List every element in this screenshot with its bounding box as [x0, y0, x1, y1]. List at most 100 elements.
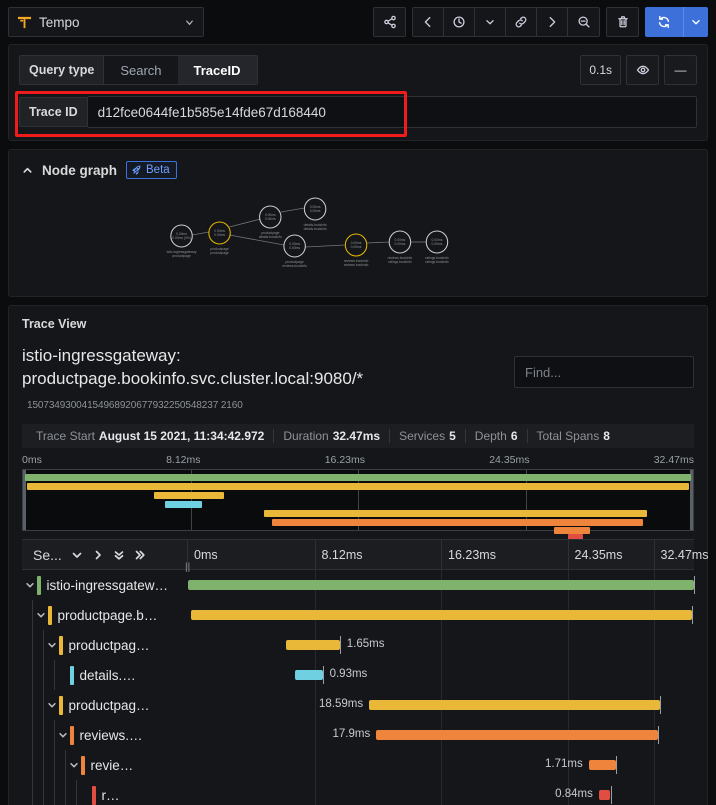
span-service-color-bar — [70, 665, 74, 685]
chevron-down-icon[interactable] — [44, 700, 59, 710]
span-gridline — [567, 630, 569, 661]
span-row[interactable]: istio-ingressgatew… — [22, 570, 695, 601]
time-forward-icon — [549, 16, 556, 28]
minimap-box[interactable] — [22, 469, 694, 542]
find-input[interactable] — [514, 356, 694, 388]
span-duration-bar[interactable] — [295, 670, 323, 681]
svg-text:details.bookinfo: details.bookinfo — [304, 223, 327, 227]
span-duration-label: 1.65ms — [346, 638, 385, 651]
double-chevron-down-icon[interactable] — [113, 549, 125, 561]
time-forward-button[interactable] — [537, 8, 568, 36]
minimap-gridline — [190, 470, 192, 531]
minimap-handle-left[interactable] — [23, 470, 26, 531]
span-gridline — [653, 630, 655, 661]
span-gridline — [314, 750, 316, 781]
span-duration-bar[interactable] — [598, 790, 611, 801]
svg-text:0.00ms: 0.00ms — [351, 245, 362, 249]
refresh-chevron-icon — [692, 19, 700, 25]
span-label-cell[interactable]: reviews.… — [22, 720, 188, 751]
span-bar-cell[interactable]: 0.84ms — [188, 780, 694, 805]
span-gridline — [567, 660, 569, 691]
span-label-cell[interactable]: r… — [22, 780, 188, 805]
span-label-cell[interactable]: istio-ingressgatew… — [22, 570, 188, 600]
run-query-button[interactable] — [645, 7, 708, 37]
chevron-down-icon[interactable] — [44, 640, 59, 650]
refresh-button[interactable] — [645, 7, 683, 37]
minimap-handle-right[interactable] — [690, 470, 693, 531]
chevron-down-icon[interactable] — [22, 580, 37, 590]
share-icon — [383, 15, 396, 29]
query-type-search-option[interactable]: Search — [104, 56, 178, 84]
span-duration-bar[interactable] — [588, 760, 616, 771]
span-row[interactable]: r… 0.84ms — [22, 780, 694, 805]
span-bar-cell[interactable]: 18.59ms — [188, 690, 694, 720]
span-bar-cell[interactable]: 17.9ms — [188, 720, 694, 750]
span-end-marker — [322, 666, 324, 685]
chevron-right-icon[interactable] — [92, 549, 104, 561]
double-chevron-right-icon[interactable] — [134, 549, 146, 561]
node-graph-canvas[interactable]: 0.00ms 0.00ms (0%) 0.00ms 0.00ms 0.00ms 0.0… — [9, 179, 707, 279]
trace-minimap[interactable]: 0ms 8.12ms 16.23ms 24.35ms 32.47ms — [22, 454, 694, 542]
time-options-button[interactable] — [475, 8, 506, 36]
svg-text:ratings.bookinfo: ratings.bookinfo — [388, 260, 411, 264]
span-bar-cell[interactable] — [188, 600, 694, 630]
span-duration-bar[interactable] — [190, 610, 693, 621]
chevron-up-icon[interactable] — [22, 165, 33, 176]
span-row[interactable]: productpage.b… — [22, 600, 694, 631]
refresh-interval-button[interactable] — [683, 7, 708, 37]
span-bar-cell[interactable]: 1.71ms — [188, 750, 694, 780]
chevron-down-icon[interactable] — [55, 730, 70, 740]
zoom-out-icon — [577, 16, 590, 28]
minimap-span-bar — [165, 501, 202, 509]
chevron-down-icon[interactable] — [71, 549, 83, 561]
span-operation-name: productpag… — [68, 697, 150, 713]
span-duration-bar[interactable] — [188, 580, 694, 591]
span-row[interactable]: productpag… 1.65ms — [22, 630, 694, 661]
span-end-marker — [610, 786, 612, 805]
datasource-picker[interactable]: Tempo — [8, 7, 204, 37]
query-type-traceid-option[interactable]: TraceID — [177, 56, 257, 84]
span-label-cell[interactable]: details.… — [22, 660, 188, 691]
span-duration-bar[interactable] — [376, 730, 658, 741]
svg-text:0.00ms: 0.00ms — [214, 233, 225, 237]
clock-icon — [453, 16, 465, 28]
chevron-down-icon[interactable] — [66, 760, 81, 770]
span-label-cell[interactable]: productpag… — [22, 690, 188, 721]
query-collapse-button[interactable]: — — [664, 55, 697, 85]
span-gridline — [653, 780, 655, 805]
minimap-span-bar — [554, 527, 590, 535]
chevron-down-icon[interactable] — [33, 610, 48, 620]
share-button[interactable] — [373, 7, 406, 37]
span-label-cell[interactable]: productpage.b… — [22, 600, 188, 631]
span-indent-guide — [76, 780, 77, 805]
span-duration-bar[interactable] — [286, 640, 340, 651]
clear-button[interactable] — [606, 7, 639, 37]
svg-text:0.00ms: 0.00ms — [289, 246, 300, 250]
query-interval-button[interactable]: 0.1s — [580, 55, 621, 85]
span-duration-bar[interactable] — [369, 700, 660, 711]
svg-text:0.00ms: 0.00ms — [395, 242, 406, 246]
span-row[interactable]: productpag… 18.59ms — [22, 690, 694, 721]
span-label-cell[interactable]: revie… — [22, 750, 188, 781]
zoom-out-button[interactable] — [568, 8, 599, 36]
stat-label: Services — [399, 429, 446, 444]
query-visibility-toggle[interactable] — [626, 55, 659, 85]
link-button[interactable] — [506, 8, 537, 36]
span-row[interactable]: details.… 0.93ms — [22, 660, 694, 691]
span-duration-label: 0.93ms — [329, 668, 368, 681]
span-bar-cell[interactable]: 1.65ms — [188, 630, 694, 660]
span-bar-cell[interactable] — [188, 570, 695, 600]
span-row[interactable]: revie… 1.71ms — [22, 750, 694, 781]
span-bar-cell[interactable]: 0.93ms — [188, 660, 694, 690]
time-picker-button[interactable] — [444, 8, 475, 36]
minimap-gridline — [525, 470, 527, 531]
svg-text:reviews.bookinfo: reviews.bookinfo — [388, 256, 413, 260]
column-resize-handle[interactable]: || — [185, 562, 191, 574]
svg-text:0.00ms: 0.00ms — [351, 241, 362, 245]
span-row[interactable]: reviews.… 17.9ms — [22, 720, 694, 751]
span-indent-guide — [43, 630, 44, 661]
trace-id-input[interactable] — [87, 96, 697, 128]
time-back-button[interactable] — [413, 8, 444, 36]
span-label-cell[interactable]: productpag… — [22, 630, 188, 661]
